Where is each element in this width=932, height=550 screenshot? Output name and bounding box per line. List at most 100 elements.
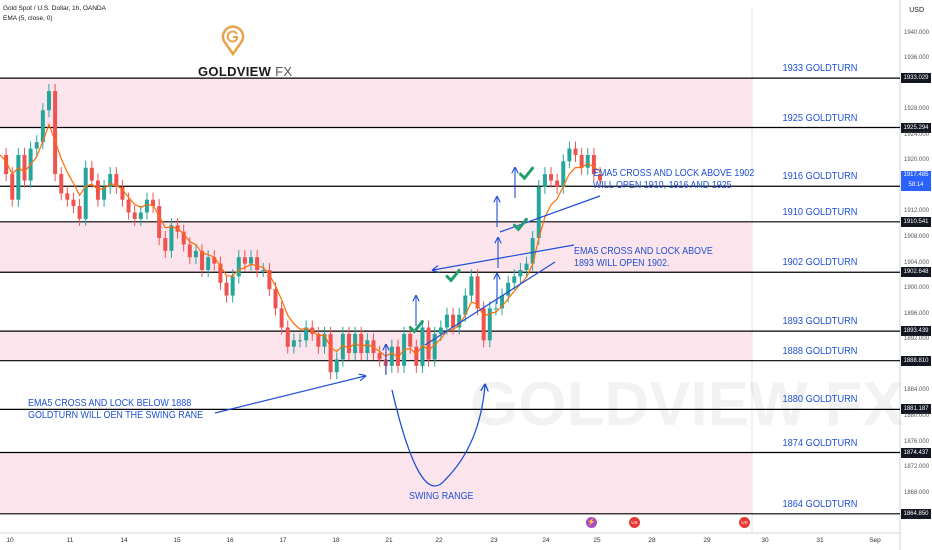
candle-body-53 [322,333,327,347]
x-tick-label-5: 17 [279,537,287,544]
goldturn-label-2: 1916 GOLDTURN [782,170,858,183]
candle-body-83 [506,282,511,296]
candle-body-81 [493,308,498,310]
candle-body-54 [328,333,333,373]
arrow-swing-entry [214,376,365,414]
candle-body-24 [144,199,149,213]
y-tick-label-3: 1924.000 [904,131,930,138]
candle-body-55 [334,359,339,373]
candle-body-7 [40,110,45,143]
candle-body-50 [304,327,309,341]
check-icon-1 [445,268,461,283]
watermark-text: GOLDVIEW FX [470,370,904,439]
candle-body-14 [83,167,88,219]
price-tag-4[interactable]: 1902.648 [901,267,931,278]
candle-body-78 [475,276,480,309]
candle-body-3 [16,154,21,200]
symbol-title[interactable]: Gold Spot / U.S. Dollar, 1h, OANDA [3,5,106,12]
candle-body-15 [89,167,94,181]
candle-body-20 [120,186,125,200]
x-tick-label-10: 24 [542,537,550,544]
candle-body-28 [169,225,174,251]
x-tick-label-11: 25 [593,537,601,544]
price-tag-9[interactable]: 1864.850 [901,508,931,519]
event-badge-2[interactable]: US [739,517,750,528]
candle-body-77 [469,276,474,296]
candle-body-27 [163,238,168,251]
candle-body-49 [298,340,302,342]
indicator-legend[interactable]: EMA (5, close, 0) [3,15,53,22]
candle-body-70 [426,327,431,360]
x-tick-label-16: Sep [869,537,881,544]
price-tag-0[interactable]: 1933.029 [901,73,931,84]
chart-header: Gold Spot / U.S. Dollar, 1h, OANDA EMA (… [3,4,106,24]
candle-body-6 [34,142,39,149]
candle-body-4 [22,154,27,181]
price-tag-7[interactable]: 1881.187 [901,404,931,415]
candle-body-34 [206,257,211,270]
candle-body-44 [267,270,272,290]
candle-body-32 [193,250,198,258]
candle-body-92 [561,161,566,187]
candle-body-68 [414,346,419,366]
check-icon-0 [408,320,424,334]
candle-body-38 [230,276,235,296]
candle-body-11 [65,193,70,200]
y-tick-label-4: 1920.000 [904,157,930,164]
candle-body-57 [346,333,351,354]
y-tick-label-11: 1884.000 [904,387,930,394]
candle-body-39 [236,257,241,277]
candle-body-26 [157,206,162,239]
candle-body-86 [524,263,529,270]
bar-countdown: 58:14 [908,181,924,188]
zone-band-2 [0,331,752,361]
y-tick-label-5: 1912.000 [904,208,930,215]
candle-body-18 [108,174,113,187]
candle-body-40 [242,257,247,264]
candle-body-16 [95,180,100,200]
candle-body-10 [59,174,64,194]
current-price-tag[interactable]: 1917.485 58:14 [901,171,931,192]
candle-body-84 [512,276,517,283]
price-tag-5[interactable]: 1893.439 [901,326,931,337]
candle-body-89 [542,174,547,187]
goldturn-label-7: 1880 GOLDTURN [782,393,858,406]
candle-body-71 [432,333,437,360]
candle-body-45 [273,289,278,309]
event-badge-0[interactable]: ⚡ [586,517,597,528]
candle-body-74 [451,314,456,328]
x-tick-label-9: 23 [490,537,498,544]
candle-body-96 [585,154,590,168]
y-tick-label-6: 1908.000 [904,234,930,241]
candle-body-31 [187,244,192,258]
candle-body-87 [530,238,535,264]
event-badge-1[interactable]: US [629,517,640,528]
candle-body-61 [371,340,376,354]
x-tick-label-3: 15 [173,537,181,544]
candle-body-48 [291,340,296,347]
y-tick-label-12: 1880.000 [904,412,930,419]
x-tick-label-8: 22 [435,537,443,544]
candle-body-8 [46,91,51,111]
candle-body-35 [212,257,217,264]
candle-body-79 [481,308,486,341]
candle-body-17 [102,186,107,200]
candle-body-94 [573,148,578,155]
y-tick-label-15: 1868.000 [904,489,930,496]
candle-body-80 [487,308,492,341]
annotation-middle-right: EMA5 CROSS AND LOCK ABOVE 1893 WILL OPEN… [574,245,713,269]
annotation-top-right: EMA5 CROSS AND LOCK ABOVE 1902 WILL OPEN… [593,167,755,191]
candle-body-65 [395,346,400,366]
y-tick-label-2: 1928.000 [904,106,930,113]
swing-range-arc [391,385,485,487]
currency-label[interactable]: USD [909,7,924,14]
goldturn-label-6: 1888 GOLDTURN [782,344,858,357]
price-tag-1[interactable]: 1925.294 [901,122,931,133]
zone-band-0 [0,78,752,128]
price-tag-8[interactable]: 1874.437 [901,447,931,458]
price-tag-3[interactable]: 1910.541 [901,216,931,227]
goldturn-label-1: 1925 GOLDTURN [782,111,858,124]
candle-body-90 [549,174,554,181]
price-tag-6[interactable]: 1888.810 [901,355,931,366]
